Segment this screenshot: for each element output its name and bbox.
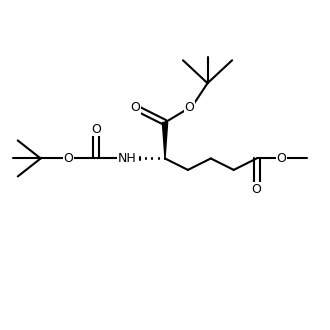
Text: NH: NH [118,152,137,165]
Text: O: O [131,101,141,114]
Text: O: O [184,101,194,114]
Polygon shape [162,122,168,158]
Text: O: O [91,122,101,136]
Text: O: O [252,183,262,196]
Text: O: O [276,152,286,165]
Text: O: O [64,152,73,165]
